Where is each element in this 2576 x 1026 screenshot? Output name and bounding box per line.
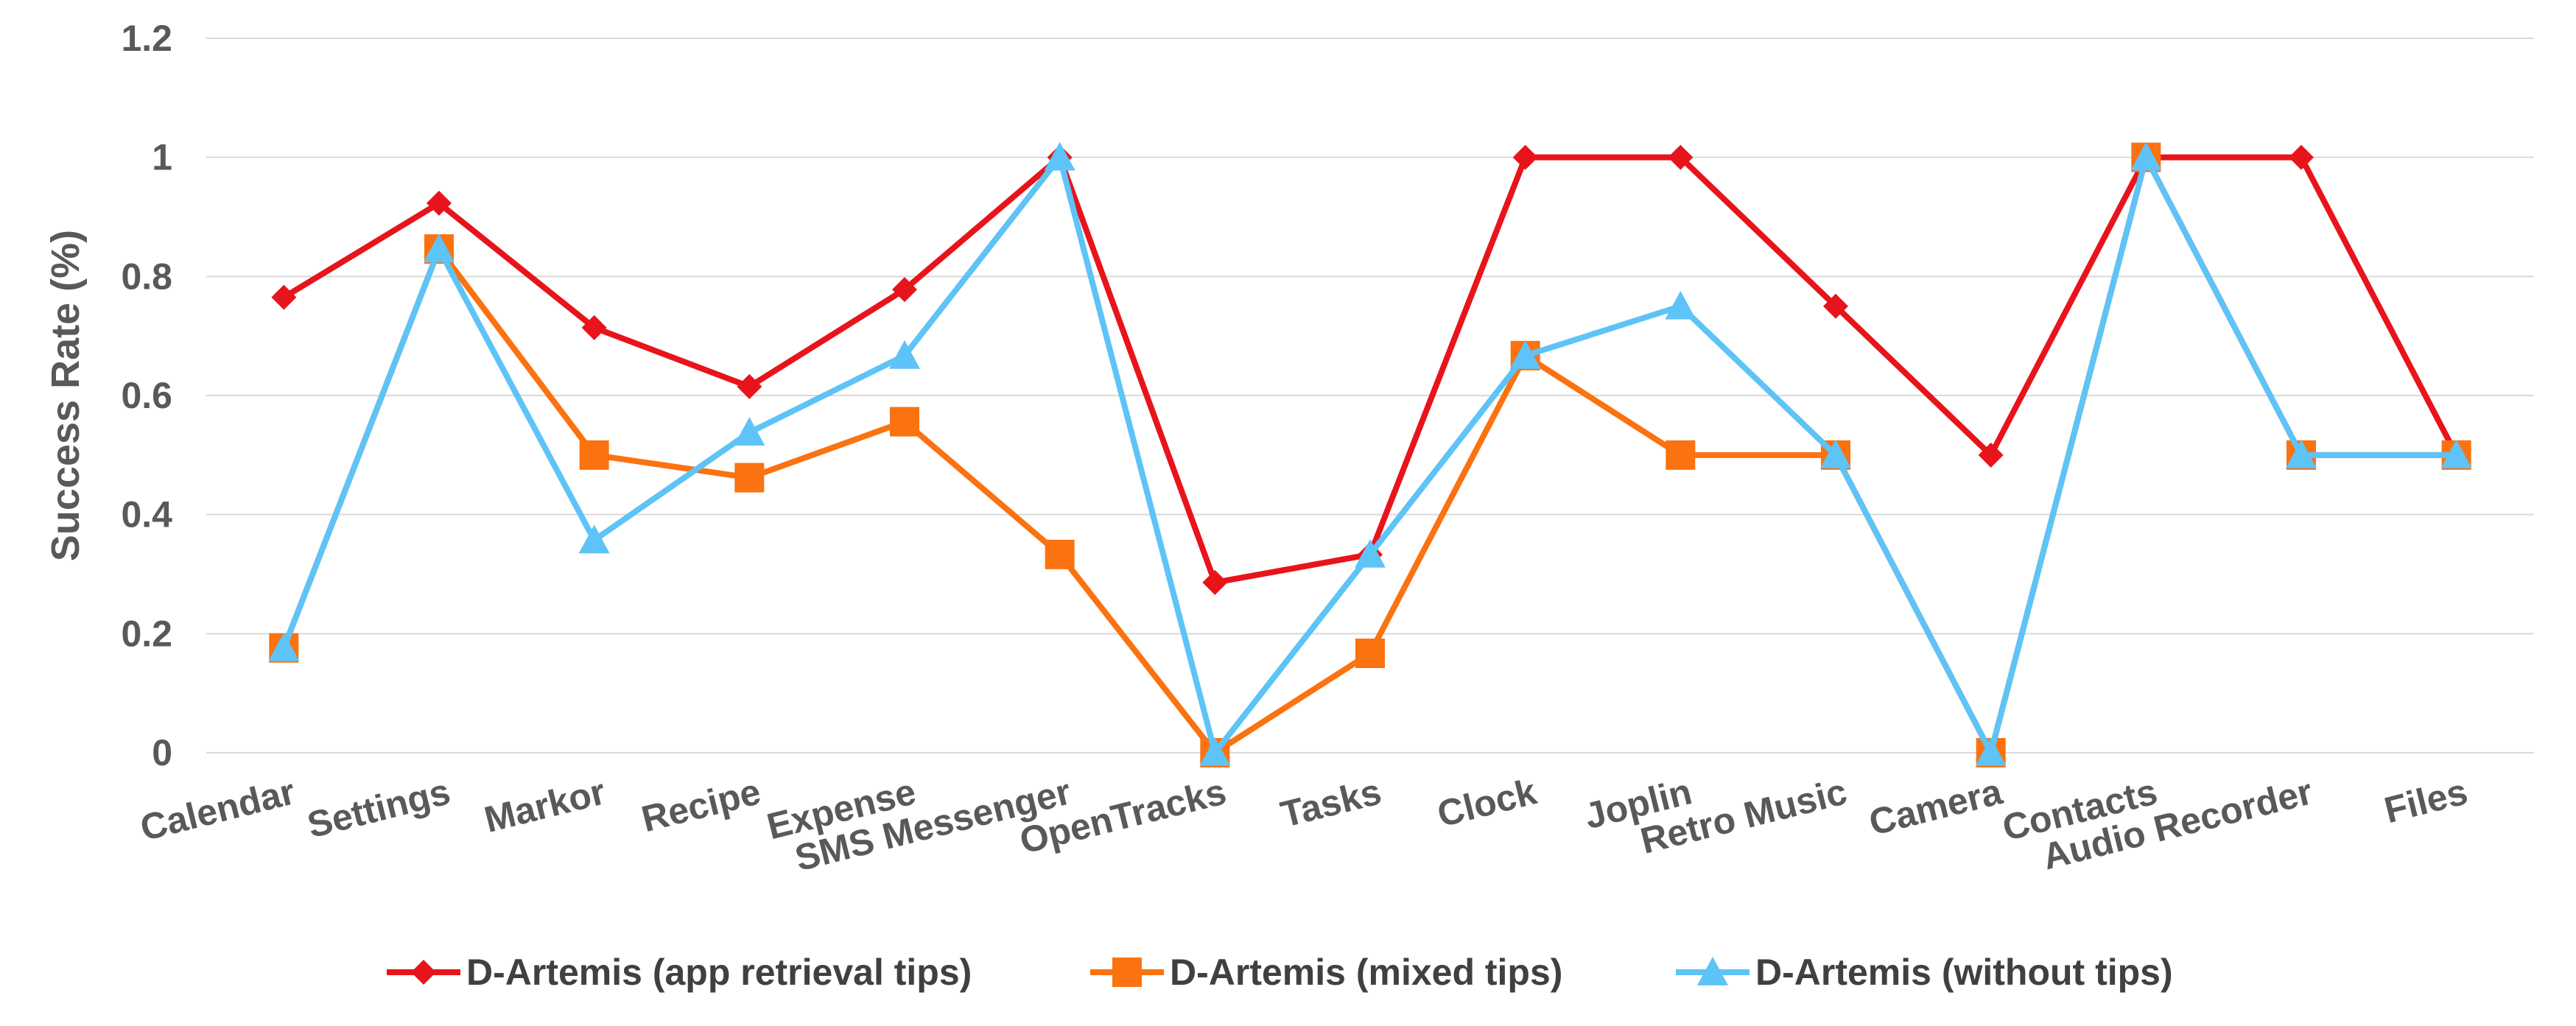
data-point [1666,440,1696,470]
data-point [1199,737,1231,766]
series-2 [269,142,2471,767]
data-point [737,373,762,399]
data-point [578,524,610,554]
legend-label: D-Artemis (app retrieval tips) [466,952,972,993]
x-tick-label: Files [2380,770,2471,831]
y-tick-label: 0.2 [121,613,172,654]
legend-label: D-Artemis (mixed tips) [1170,952,1562,993]
data-point [2289,144,2314,170]
data-point [1975,737,2007,766]
gridlines [206,38,2534,753]
series-3 [268,141,2472,766]
y-tick-label: 1.2 [121,18,172,59]
y-axis-tick-labels: 0 0.2 0.4 0.6 0.8 1 1.2 [121,18,172,773]
data-point [1044,141,1075,171]
data-point [1509,340,1541,369]
data-point [268,632,300,661]
data-point [1202,569,1228,595]
x-tick-label: Markor [480,770,609,840]
data-point [734,463,765,493]
data-point [271,284,297,310]
x-tick-label: Recipe [637,770,765,840]
x-tick-label: Tasks [1277,770,1386,835]
series-layer [268,141,2472,767]
x-tick-label: Calendar [136,770,299,848]
data-point [1823,293,1848,319]
data-point [2440,439,2472,468]
data-point [2130,141,2162,171]
y-tick-label: 0 [152,732,172,773]
series-1 [271,144,2469,595]
legend-item: D-Artemis (without tips) [1676,952,2173,993]
data-point [1355,639,1385,669]
data-point [889,340,920,369]
data-point [424,233,455,262]
data-point [1045,539,1075,569]
y-tick-label: 0.6 [121,375,172,416]
x-tick-label: Camera [1865,770,2007,843]
data-point [1355,538,1386,568]
data-point [1820,439,1851,468]
y-axis-title: Success Rate (%) [43,230,88,561]
data-point [1512,144,1538,170]
data-point [427,190,452,216]
legend-label: D-Artemis (without tips) [1755,952,2173,993]
legend-marker [1697,957,1728,985]
data-point [734,417,765,446]
data-point [892,277,917,303]
data-point [581,315,607,340]
data-point [1978,442,2004,468]
y-tick-label: 0.4 [121,494,172,535]
x-tick-label: Clock [1433,770,1541,834]
data-point [1665,290,1696,320]
legend-item: D-Artemis (mixed tips) [1090,952,1562,993]
y-tick-label: 0.8 [121,256,172,297]
data-point [579,440,609,470]
y-tick-label: 1 [152,137,172,178]
data-point [2286,439,2317,468]
legend: D-Artemis (app retrieval tips) D-Artemis … [387,952,2173,993]
data-point [890,407,919,437]
x-tick-label: Settings [303,770,455,846]
legend-marker [411,960,436,985]
legend-marker [1112,958,1142,987]
legend-item: D-Artemis (app retrieval tips) [387,952,972,993]
data-point [1668,144,1694,170]
